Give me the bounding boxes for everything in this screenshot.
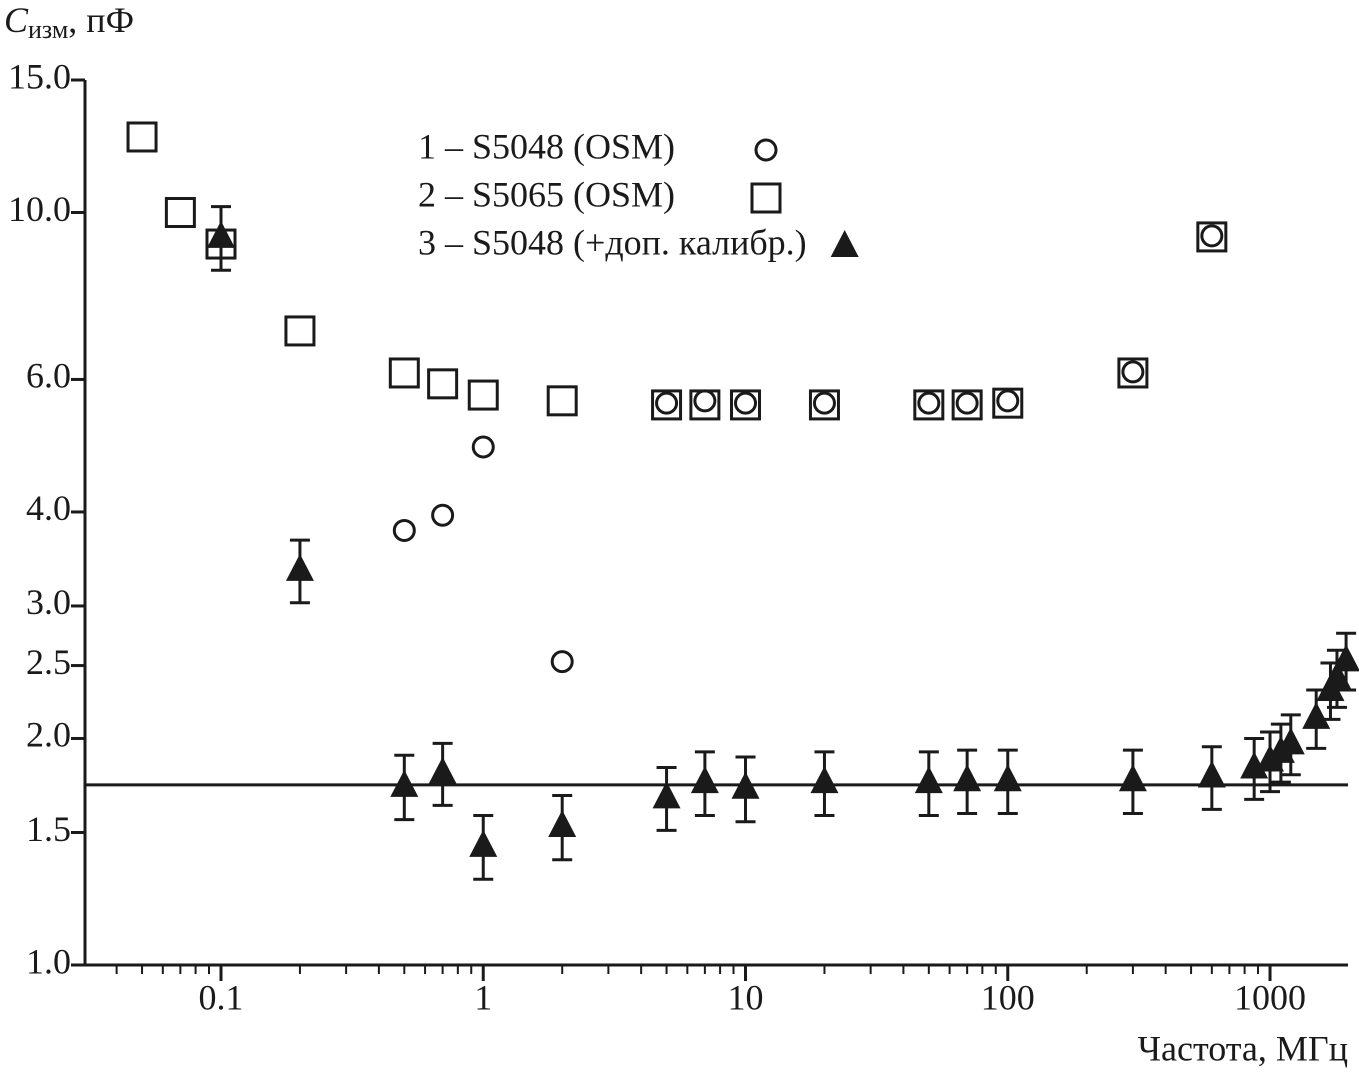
- y-tick-label: 15.0: [8, 56, 71, 96]
- point: [812, 391, 836, 415]
- point: [917, 391, 941, 415]
- point: [548, 810, 577, 838]
- x-tick-label: 0.1: [198, 977, 243, 1017]
- y-tick-label: 2.0: [26, 715, 71, 755]
- y-label-symbol: C: [4, 0, 29, 40]
- point: [427, 368, 459, 400]
- point: [126, 121, 158, 153]
- point: [1276, 727, 1305, 755]
- y-tick-label: 4.0: [26, 488, 71, 528]
- legend-marker: [754, 138, 778, 162]
- point: [469, 829, 498, 857]
- point: [810, 766, 839, 794]
- point: [1322, 661, 1351, 689]
- point: [1121, 360, 1145, 384]
- point: [1117, 357, 1149, 389]
- x-tick-label: 1000: [1234, 977, 1306, 1017]
- point: [392, 518, 416, 542]
- y-tick-label: 6.0: [26, 356, 71, 396]
- point: [730, 389, 762, 421]
- legend-marker: [750, 182, 782, 214]
- x-tick-label: 1: [474, 977, 492, 1017]
- point: [206, 220, 235, 248]
- y-label-subscript: изм: [28, 15, 68, 44]
- point: [913, 389, 945, 421]
- point: [996, 389, 1020, 413]
- point: [1332, 644, 1359, 672]
- legend-label: 3 – S5048 (+доп. калибр.): [418, 222, 807, 262]
- point: [914, 766, 943, 794]
- point: [992, 387, 1024, 419]
- y-label-unit: , пФ: [68, 0, 134, 40]
- point: [951, 389, 983, 421]
- point: [284, 315, 316, 347]
- point: [546, 385, 578, 417]
- y-tick-label: 10.0: [8, 189, 71, 229]
- point: [550, 650, 574, 674]
- point: [731, 771, 760, 799]
- point: [388, 357, 420, 389]
- legend-label: 2 – S5065 (OSM): [418, 174, 675, 214]
- y-tick-label: 2.5: [26, 642, 71, 682]
- y-tick-label: 1.5: [26, 809, 71, 849]
- point: [164, 197, 196, 229]
- y-tick-label: 3.0: [26, 582, 71, 622]
- point: [285, 553, 314, 581]
- x-axis-label: Частота, МГц: [1138, 1028, 1348, 1068]
- point: [652, 781, 681, 809]
- point: [428, 756, 457, 784]
- point: [471, 435, 495, 459]
- point: [993, 764, 1022, 792]
- point: [1200, 224, 1224, 248]
- point: [734, 391, 758, 415]
- point: [693, 389, 717, 413]
- point: [808, 389, 840, 421]
- point: [690, 766, 719, 794]
- legend-marker: [830, 230, 859, 257]
- x-tick-label: 10: [728, 977, 764, 1017]
- point: [955, 391, 979, 415]
- point: [390, 769, 419, 797]
- point: [1240, 751, 1269, 779]
- point: [1197, 760, 1226, 788]
- point: [1302, 701, 1331, 729]
- point: [431, 503, 455, 527]
- y-axis-label: Cизм, пФ: [4, 0, 134, 44]
- point: [655, 391, 679, 415]
- point: [1196, 221, 1228, 253]
- point: [651, 389, 683, 421]
- point: [1118, 764, 1147, 792]
- y-tick-label: 1.0: [26, 941, 71, 981]
- legend-label: 1 – S5048 (OSM): [418, 126, 675, 166]
- x-tick-label: 100: [981, 977, 1035, 1017]
- point: [953, 764, 982, 792]
- point: [467, 379, 499, 411]
